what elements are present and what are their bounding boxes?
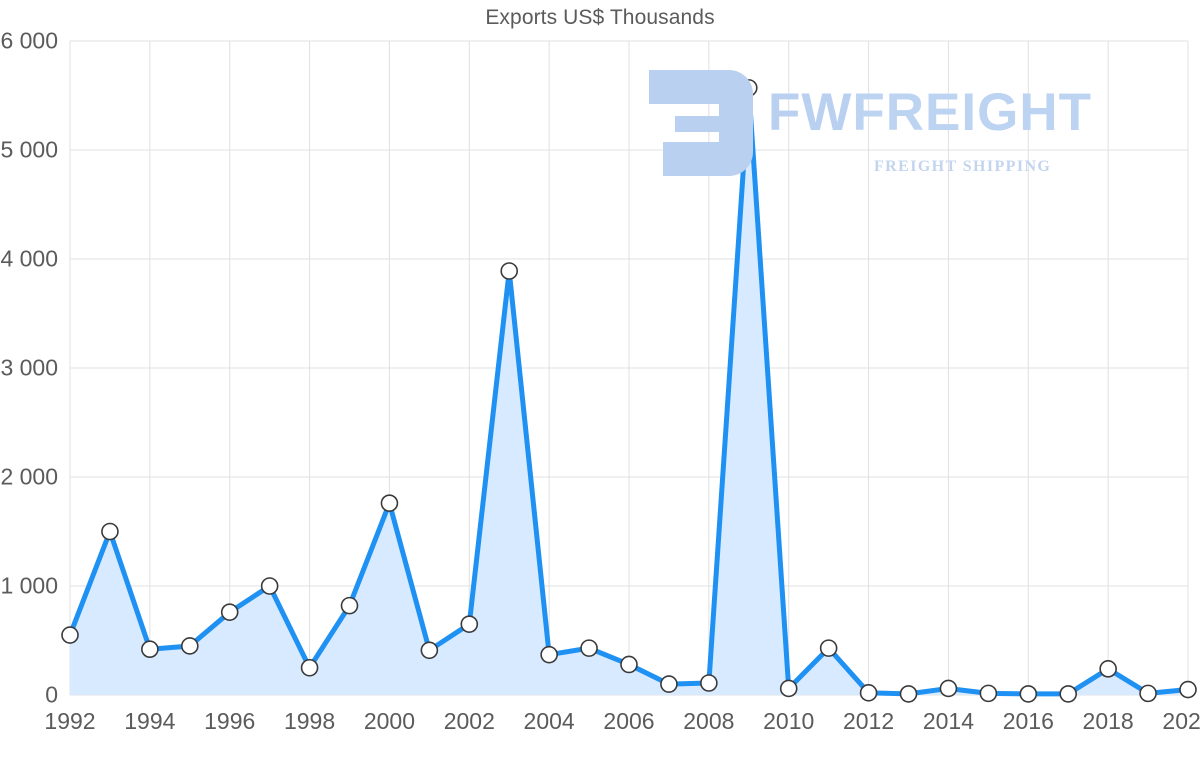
- data-point-marker[interactable]: [500, 262, 519, 280]
- data-point-marker[interactable]: [1139, 684, 1157, 703]
- data-point-marker[interactable]: [1179, 680, 1197, 699]
- data-point-marker[interactable]: [180, 637, 199, 655]
- data-point-marker[interactable]: [61, 626, 79, 644]
- data-point-marker[interactable]: [141, 640, 159, 659]
- data-point-marker[interactable]: [101, 522, 119, 541]
- data-point-marker[interactable]: [1019, 685, 1038, 703]
- data-point-marker[interactable]: [1099, 660, 1117, 678]
- data-point-marker[interactable]: [779, 679, 798, 698]
- data-point-marker[interactable]: [420, 641, 439, 660]
- data-point-marker[interactable]: [620, 655, 638, 674]
- data-point-marker[interactable]: [979, 684, 998, 703]
- data-point-marker[interactable]: [580, 639, 598, 657]
- data-point-marker[interactable]: [220, 603, 239, 621]
- data-point-marker[interactable]: [859, 684, 878, 702]
- data-point-marker[interactable]: [939, 679, 958, 698]
- data-point-marker[interactable]: [1059, 685, 1078, 703]
- grid-lines: [69, 40, 1189, 696]
- data-point-marker[interactable]: [460, 615, 479, 633]
- data-point-marker[interactable]: [540, 645, 558, 664]
- data-point-marker[interactable]: [260, 577, 279, 595]
- data-point-marker[interactable]: [380, 494, 399, 512]
- data-point-marker[interactable]: [300, 658, 319, 677]
- data-point-markers: [61, 79, 1197, 703]
- data-point-marker[interactable]: [819, 639, 838, 657]
- data-point-marker[interactable]: [340, 596, 359, 615]
- chart-title: Exports US$ Thousands: [485, 6, 715, 29]
- data-point-marker[interactable]: [700, 674, 718, 692]
- data-point-marker[interactable]: [899, 685, 918, 703]
- data-point-marker[interactable]: [660, 675, 678, 693]
- data-point-marker[interactable]: [739, 79, 758, 97]
